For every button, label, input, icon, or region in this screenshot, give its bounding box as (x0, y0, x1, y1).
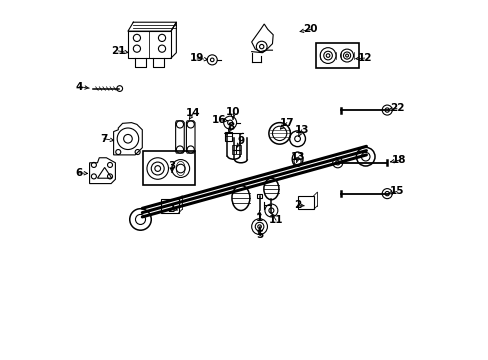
Text: 22: 22 (389, 103, 404, 113)
Text: 8: 8 (227, 122, 234, 132)
Text: 11: 11 (268, 215, 283, 225)
Bar (161, 199, 178, 213)
Bar (256, 194, 262, 198)
Text: 16: 16 (212, 115, 226, 125)
Text: 18: 18 (391, 155, 405, 165)
Text: 14: 14 (186, 108, 201, 118)
Bar (143, 151, 195, 185)
Text: 7: 7 (100, 134, 107, 144)
Text: 20: 20 (303, 24, 317, 35)
Bar (231, 145, 240, 154)
Text: 15: 15 (389, 186, 404, 197)
Bar (224, 132, 231, 140)
Text: 6: 6 (75, 168, 82, 178)
Bar (297, 196, 313, 210)
Text: 13: 13 (290, 152, 305, 162)
Text: 3: 3 (168, 161, 175, 171)
Text: 2: 2 (293, 200, 301, 210)
Text: 10: 10 (225, 107, 240, 117)
Text: 1: 1 (255, 213, 263, 222)
Text: 17: 17 (279, 118, 293, 128)
Text: 13: 13 (294, 125, 308, 135)
Text: 4: 4 (76, 82, 83, 92)
Text: 21: 21 (111, 46, 125, 56)
Text: 9: 9 (237, 136, 244, 145)
Text: 2: 2 (167, 204, 174, 214)
Text: 19: 19 (189, 53, 204, 63)
Bar (316, 43, 358, 68)
Text: 12: 12 (357, 53, 371, 63)
Text: 5: 5 (255, 230, 263, 239)
Bar (128, 31, 171, 58)
